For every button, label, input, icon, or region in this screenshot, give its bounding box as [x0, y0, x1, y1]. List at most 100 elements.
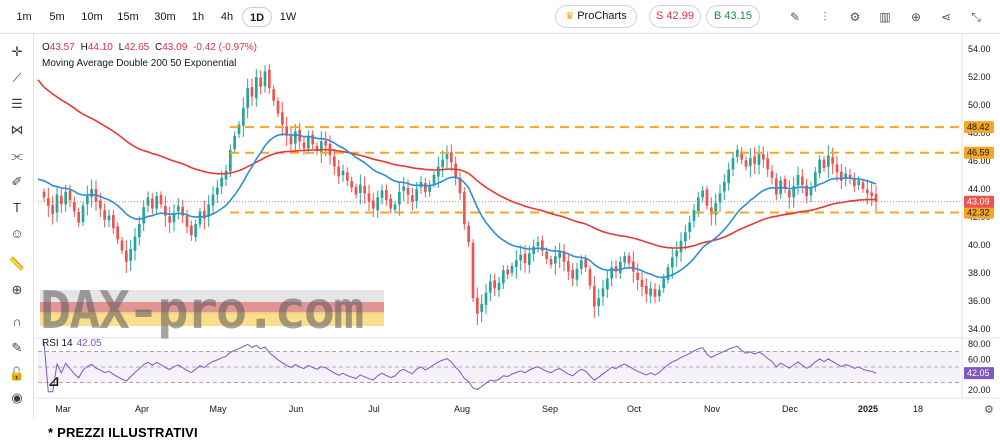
candle-body	[276, 100, 280, 114]
price-tick-label: 40.00	[968, 240, 991, 250]
lock-icon[interactable]: 🔓	[8, 366, 26, 381]
timeframe-15m[interactable]: 15m	[117, 11, 139, 23]
indicators-icon[interactable]: ⫶	[823, 10, 827, 24]
visibility-icon[interactable]: ◉	[11, 390, 23, 405]
candle-body	[831, 157, 835, 164]
candle-body	[631, 261, 635, 272]
candle-body	[519, 254, 523, 261]
candle-body	[714, 203, 718, 215]
candle-body	[571, 269, 575, 279]
candle-body	[72, 201, 76, 212]
candle-body	[536, 242, 540, 246]
candle-body	[254, 77, 258, 99]
candle-body	[168, 216, 172, 223]
time-tick-label: 2025	[858, 404, 878, 414]
crosshair-icon[interactable]: ✛	[11, 44, 23, 59]
candle-body	[272, 89, 276, 101]
candle-body	[640, 280, 644, 287]
candle-body	[306, 135, 310, 149]
time-tick-label: Mar	[55, 404, 71, 414]
procharts-button[interactable]: ♛ ProCharts	[555, 5, 637, 28]
timeframe-1w[interactable]: 1W	[279, 11, 297, 23]
candle-body	[59, 195, 63, 205]
timeframe-1m[interactable]: 1m	[16, 11, 32, 23]
candle-body	[259, 77, 263, 87]
candle-body	[835, 164, 839, 173]
candle-body	[111, 215, 115, 229]
candle-body	[289, 136, 293, 145]
pattern-icon[interactable]: ⋈	[10, 122, 24, 137]
rsi-title: RSI 14	[42, 338, 73, 349]
candle-body	[68, 190, 72, 201]
timeframe-1h[interactable]: 1h	[191, 11, 205, 23]
candle-body	[766, 158, 770, 170]
candle-body	[103, 210, 107, 220]
share-icon[interactable]: ⋖	[940, 10, 952, 24]
candle-body	[874, 194, 878, 202]
price-tick-label: 44.00	[968, 184, 991, 194]
candle-body	[319, 141, 323, 152]
price-chart-svg[interactable]: 54.0052.0050.0048.0046.0044.0042.0040.00…	[34, 34, 1000, 419]
candle-body	[653, 288, 657, 297]
candle-body	[389, 198, 393, 209]
sell-button[interactable]: S 42.99	[649, 5, 701, 28]
channel-icon[interactable]: ⫘	[11, 148, 23, 163]
collapse-icon[interactable]: ⤡	[971, 10, 981, 24]
rsi-tick-label: 80.00	[968, 339, 991, 349]
trendline-icon[interactable]: ⟋	[12, 70, 22, 85]
timeframe-10m[interactable]: 10m	[81, 11, 103, 23]
candle-body	[523, 253, 527, 264]
candle-body	[727, 169, 731, 184]
crown-icon: ♛	[565, 11, 575, 22]
low-key: L	[118, 42, 125, 53]
candle-body	[155, 196, 159, 209]
candle-body	[363, 185, 367, 194]
candle-body	[761, 154, 765, 160]
timeframe-1d[interactable]: 1D	[242, 7, 272, 27]
candle-body	[605, 278, 609, 290]
candle-body	[657, 289, 661, 297]
high-value: 44.10	[87, 42, 113, 53]
candle-body	[844, 173, 848, 179]
candle-body	[432, 175, 436, 184]
candle-body	[549, 259, 553, 265]
chart-area[interactable]: 54.0052.0050.0048.0046.0044.0042.0040.00…	[34, 34, 1000, 419]
brush-icon[interactable]: ✐	[11, 174, 23, 189]
candle-body	[454, 163, 458, 178]
lock-drawing-icon[interactable]: ✎	[11, 340, 23, 355]
ruler-icon[interactable]: 📏	[8, 256, 26, 271]
buy-button[interactable]: B 43.15	[706, 5, 760, 28]
time-tick-label: Oct	[627, 404, 642, 414]
candle-body	[740, 151, 744, 160]
high-key: H	[80, 42, 88, 53]
candle-body	[484, 292, 488, 305]
fib-icon[interactable]: ☰	[11, 96, 23, 111]
candle-body	[85, 196, 89, 205]
compare-icon[interactable]: ▥	[879, 10, 891, 24]
timeframe-30m[interactable]: 30m	[154, 11, 176, 23]
candle-body	[332, 156, 336, 167]
timeframe-4h[interactable]: 4h	[220, 11, 234, 23]
footer-note: * PREZZI ILLUSTRATIVI	[48, 425, 198, 440]
text-icon[interactable]: T	[13, 200, 21, 215]
candle-body	[748, 158, 752, 167]
emoji-icon[interactable]: ☺	[10, 226, 24, 241]
candle-body	[566, 261, 570, 272]
settings-icon[interactable]: ⚙	[849, 10, 861, 24]
magnet-icon[interactable]: ∩	[12, 314, 22, 329]
ma-legend[interactable]: Moving Average Double 200 50 Exponential	[42, 58, 237, 69]
top-toolbar: 1m 5m 10m 15m 30m 1h 4h 1D 1W ♛ ProCharts…	[0, 0, 1000, 34]
candle-body	[211, 194, 215, 206]
candle-body	[445, 154, 449, 160]
candle-body	[679, 240, 683, 253]
rsi-legend[interactable]: RSI 14 42.05	[42, 338, 102, 349]
timeframe-5m[interactable]: 5m	[49, 11, 65, 23]
pencil-icon[interactable]: ✎	[789, 10, 801, 24]
candle-body	[367, 193, 371, 202]
candle-body	[449, 152, 453, 163]
zoom-icon[interactable]: ⊕	[11, 282, 23, 297]
candle-body	[163, 206, 167, 216]
level-badge	[964, 146, 994, 159]
watermark-band-red	[40, 302, 384, 312]
add-icon[interactable]: ⊕	[910, 10, 922, 24]
